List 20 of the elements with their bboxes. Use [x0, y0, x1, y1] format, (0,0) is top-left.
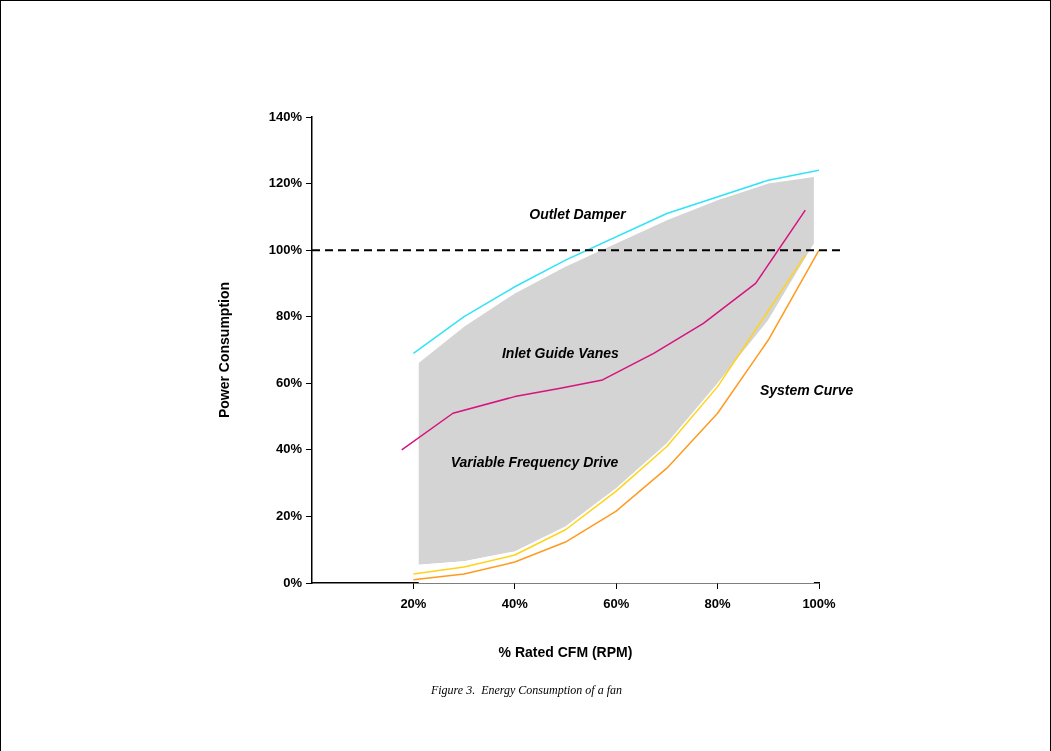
y-tick-label: 100%: [268, 241, 303, 257]
y-tick-label: 40%: [275, 441, 303, 457]
y-tick-label: 20%: [275, 508, 303, 524]
x-axis-title: % Rated CFM (RPM): [498, 644, 633, 661]
y-tick-label: 120%: [268, 175, 303, 191]
y-tick-label: 140%: [268, 108, 303, 124]
caption: Figure 3. Energy Consumption of a fan: [429, 683, 624, 698]
x-tick-label: 20%: [400, 596, 427, 612]
x-tick-label: 60%: [603, 596, 630, 612]
x-tick-label: 40%: [501, 596, 529, 612]
series-label: System Curve: [759, 382, 854, 399]
y-tick-label: 60%: [275, 374, 303, 390]
y-tick-label: 80%: [275, 308, 303, 324]
series-label: Outlet Damper: [529, 205, 628, 222]
series-label: Variable Frequency Drive: [450, 453, 619, 470]
series-label: Inlet Guide Vanes: [501, 345, 620, 362]
x-tick-label: 80%: [704, 596, 732, 612]
x-tick-label: 100%: [802, 596, 837, 612]
y-tick-label: 0%: [283, 574, 303, 590]
y-axis-title: Power Consumption: [216, 281, 233, 419]
